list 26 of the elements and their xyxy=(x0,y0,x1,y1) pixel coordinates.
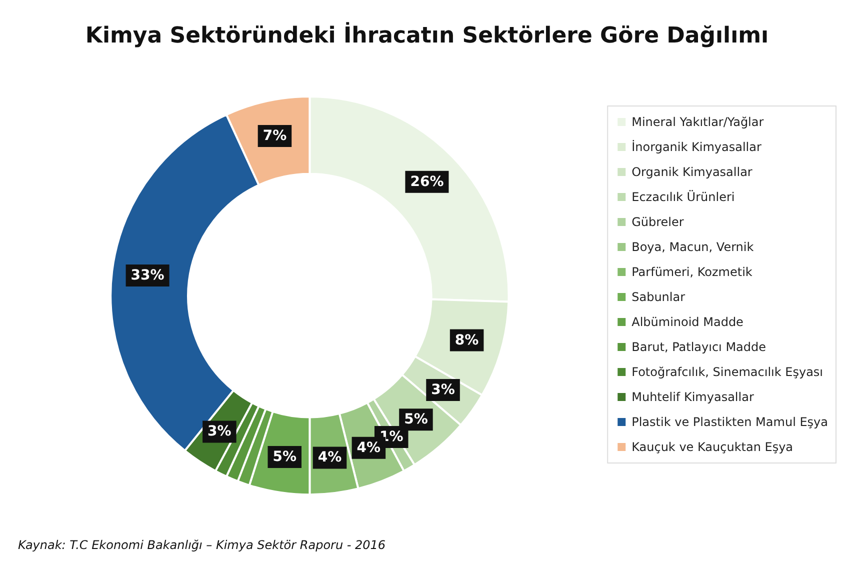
legend-label: Muhtelif Kimyasallar xyxy=(632,390,754,404)
data-label: 3% xyxy=(431,382,455,398)
legend-label: Albüminoid Madde xyxy=(632,315,744,329)
legend-label: Organik Kimyasallar xyxy=(632,165,752,179)
data-label: 26% xyxy=(410,174,444,190)
legend-label: Fotoğrafcılık, Sinemacılık Eşyası xyxy=(632,365,823,379)
legend-label: İnorganik Kimyasallar xyxy=(632,140,762,154)
legend-label: Gübreler xyxy=(632,215,684,229)
data-label: 5% xyxy=(272,448,297,465)
legend-label: Eczacılık Ürünleri xyxy=(632,190,735,204)
data-label: 3% xyxy=(208,424,232,440)
data-label: 8% xyxy=(454,332,479,348)
legend-label: Boya, Macun, Vernik xyxy=(632,240,754,254)
text: Kaynak: T.C Ekonomi Bakanlığı – Kimya Sektör Raporu - 2016 xyxy=(18,538,386,552)
data-label: 4% xyxy=(356,440,381,456)
legend-label: Mineral Yakıtlar/Yağlar xyxy=(632,115,764,129)
legend-label: Parfümeri, Kozmetik xyxy=(632,265,752,279)
data-label: 7% xyxy=(262,128,287,144)
data-label: 5% xyxy=(404,412,428,428)
legend-label: Plastik ve Plastikten Mamul Eşya xyxy=(632,415,828,429)
chart-title: Kimya Sektöründeki İhracatın Sektörlere Göre Dağılımı xyxy=(85,22,769,48)
legend-label: Sabunlar xyxy=(632,290,686,304)
data-label: 33% xyxy=(130,267,164,284)
data-label: 4% xyxy=(318,450,342,466)
legend-label: Barut, Patlayıcı Madde xyxy=(632,340,766,354)
legend-label: Kauçuk ve Kauçuktan Eşya xyxy=(632,440,794,454)
